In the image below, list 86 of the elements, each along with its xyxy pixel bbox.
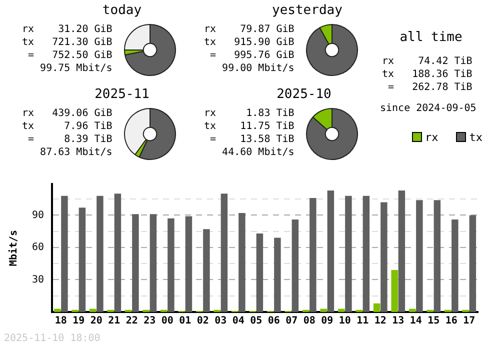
bar — [345, 196, 352, 312]
x-tick-label: 11 — [356, 316, 369, 327]
text: tx 188.36 TiB — [382, 69, 472, 80]
bar — [61, 196, 68, 312]
text: all time — [398, 30, 464, 45]
text: 87.63 Mbit/s — [40, 147, 112, 158]
text: = 752.50 GiB — [28, 50, 112, 61]
text: 99.75 Mbit/s — [40, 63, 112, 74]
x-tick-label: 14 — [410, 316, 422, 327]
bar — [338, 308, 345, 312]
text: = 262.78 TiB — [388, 82, 472, 93]
bar — [150, 214, 157, 312]
text: tx 7.96 TiB — [22, 121, 112, 132]
text: = 995.76 GiB — [210, 50, 294, 61]
x-tick-label: 22 — [126, 316, 138, 327]
bar — [380, 202, 388, 312]
x-tick-label: 06 — [268, 316, 280, 327]
x-tick-label: 17 — [463, 316, 476, 327]
x-tick-label: 12 — [374, 316, 386, 327]
bar — [114, 194, 122, 312]
x-tick-label: 15 — [428, 316, 440, 327]
chart-title: yesterday — [272, 3, 342, 18]
text: = 8.39 TiB — [28, 134, 112, 145]
bar — [132, 214, 139, 312]
legend-label: tx — [468, 131, 482, 144]
text: rx 31.20 GiB — [22, 24, 112, 35]
bar — [292, 219, 299, 312]
x-tick-label: 16 — [445, 316, 458, 327]
text: rx 79.87 GiB — [204, 24, 294, 35]
y-axis-title: Mbit/s — [8, 230, 20, 266]
bar — [434, 200, 441, 312]
x-tick-label: 21 — [108, 316, 120, 327]
text: since 2024-09-05 — [380, 102, 476, 115]
bar — [256, 233, 264, 312]
text: 99.00 Mbit/s — [222, 63, 294, 74]
bar — [78, 208, 86, 312]
x-tick-label: 18 — [54, 316, 67, 327]
x-tick-label: 10 — [338, 316, 351, 327]
text: 44.60 Mbit/s — [222, 147, 294, 158]
bar — [373, 303, 380, 312]
x-tick-label: 02 — [196, 316, 209, 327]
bar — [168, 218, 174, 312]
bar — [398, 190, 406, 312]
x-tick-label: 00 — [161, 316, 174, 327]
text: tx 915.90 GiB — [204, 37, 294, 48]
bar — [185, 216, 192, 312]
x-tick-label: 03 — [214, 316, 227, 327]
bar — [96, 196, 104, 312]
x-tick-label: 04 — [232, 316, 244, 327]
x-tick-label: 20 — [90, 316, 102, 327]
bar — [89, 308, 96, 312]
bar — [391, 270, 398, 312]
bar — [327, 190, 334, 312]
chart-title: today — [101, 3, 143, 18]
bar — [274, 238, 281, 312]
bar — [408, 308, 416, 312]
x-tick-label: 19 — [72, 316, 85, 327]
x-tick-label: 08 — [303, 316, 316, 327]
text: rx 1.83 TiB — [204, 108, 294, 119]
bar — [416, 200, 423, 312]
bar — [320, 308, 327, 312]
y-tick-label: 90 — [32, 210, 44, 221]
text: rx 74.42 TiB — [382, 56, 472, 67]
bar — [54, 308, 61, 312]
bar — [362, 196, 370, 312]
bar — [220, 194, 228, 312]
bar — [452, 219, 458, 312]
x-tick-label: 07 — [286, 316, 298, 327]
bar — [238, 213, 246, 312]
text: rx 439.06 GiB — [22, 108, 112, 119]
x-tick-label: 13 — [392, 316, 404, 327]
x-tick-label: 01 — [179, 316, 192, 327]
text: tx 721.30 GiB — [22, 37, 112, 48]
y-tick-label: 60 — [32, 242, 44, 254]
bar — [469, 215, 476, 312]
x-tick-label: 23 — [144, 316, 156, 327]
text: tx 11.75 TiB — [204, 121, 294, 132]
bar — [203, 229, 210, 312]
chart-title: 2025-11 — [94, 87, 150, 102]
bar — [310, 198, 316, 312]
x-tick-label: 05 — [250, 316, 262, 327]
legend-label: rx — [424, 131, 438, 144]
y-tick-label: 30 — [32, 274, 44, 286]
text: = 13.58 TiB — [210, 134, 294, 145]
x-tick-label: 09 — [321, 316, 334, 327]
chart-title: 2025-10 — [276, 87, 332, 102]
